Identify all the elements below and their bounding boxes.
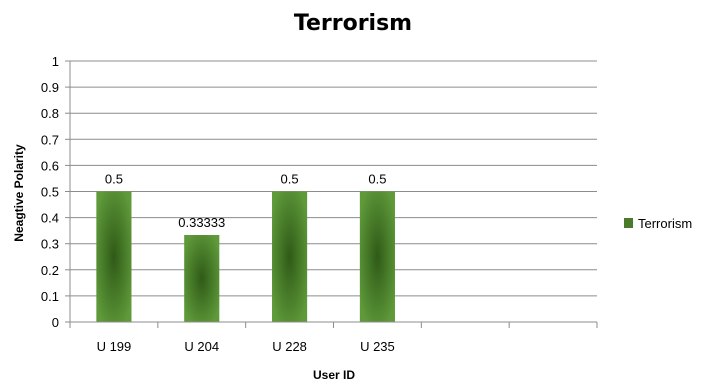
y-axis-label: Neagtive Polarity bbox=[12, 144, 26, 242]
y-tick-label: 0.7 bbox=[41, 132, 59, 147]
y-tick-label: 0 bbox=[52, 315, 59, 330]
x-tick-label: U 228 bbox=[272, 339, 307, 354]
data-label: 0.5 bbox=[281, 172, 299, 187]
y-tick-label: 0.6 bbox=[41, 158, 59, 173]
bar bbox=[96, 191, 132, 322]
bar bbox=[272, 191, 308, 322]
y-tick-label: 0.3 bbox=[41, 237, 59, 252]
x-axis-label: User ID bbox=[313, 368, 355, 382]
legend-label: Terrorism bbox=[638, 216, 692, 231]
y-axis-ticks: 0 0.1 0.2 0.3 0.4 0.5 0.6 0.7 0.8 0.9 1 bbox=[41, 54, 70, 330]
x-tick-label: U 199 bbox=[97, 339, 132, 354]
y-tick-label: 0.2 bbox=[41, 263, 59, 278]
legend: Terrorism bbox=[624, 216, 692, 231]
y-tick-label: 0.9 bbox=[41, 80, 59, 95]
bar bbox=[359, 191, 395, 322]
bar bbox=[184, 235, 220, 322]
y-tick-label: 0.4 bbox=[41, 211, 59, 226]
data-label: 0.5 bbox=[105, 172, 123, 187]
x-tick-label: U 235 bbox=[360, 339, 395, 354]
legend-swatch bbox=[624, 218, 633, 228]
chart-title: Terrorism bbox=[294, 11, 412, 36]
y-tick-label: 0.8 bbox=[41, 106, 59, 121]
data-label: 0.33333 bbox=[178, 215, 225, 230]
data-label: 0.5 bbox=[368, 172, 386, 187]
bars: 0.5 0.33333 0.5 0.5 bbox=[96, 172, 395, 322]
x-axis-ticks: U 199 U 204 U 228 U 235 bbox=[69, 322, 598, 354]
y-tick-label: 1 bbox=[52, 54, 59, 69]
x-tick-label: U 204 bbox=[184, 339, 219, 354]
gridlines bbox=[70, 60, 597, 297]
y-tick-label: 0.5 bbox=[41, 185, 59, 200]
y-tick-label: 0.1 bbox=[41, 289, 59, 304]
